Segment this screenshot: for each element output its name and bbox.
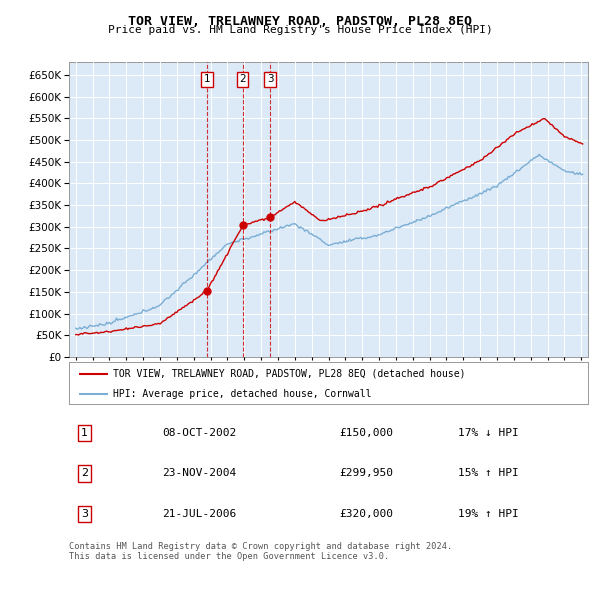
- Text: £150,000: £150,000: [339, 428, 393, 438]
- Text: 08-OCT-2002: 08-OCT-2002: [163, 428, 236, 438]
- Text: 3: 3: [267, 74, 274, 84]
- Text: £320,000: £320,000: [339, 509, 393, 519]
- Text: £299,950: £299,950: [339, 468, 393, 478]
- Text: HPI: Average price, detached house, Cornwall: HPI: Average price, detached house, Corn…: [113, 389, 371, 398]
- Text: 15% ↑ HPI: 15% ↑ HPI: [458, 468, 519, 478]
- Text: 1: 1: [203, 74, 210, 84]
- Text: TOR VIEW, TRELAWNEY ROAD, PADSTOW, PL28 8EQ: TOR VIEW, TRELAWNEY ROAD, PADSTOW, PL28 …: [128, 15, 472, 28]
- Text: 2: 2: [239, 74, 246, 84]
- Text: Price paid vs. HM Land Registry's House Price Index (HPI): Price paid vs. HM Land Registry's House …: [107, 25, 493, 35]
- Text: 19% ↑ HPI: 19% ↑ HPI: [458, 509, 519, 519]
- Text: Contains HM Land Registry data © Crown copyright and database right 2024.
This d: Contains HM Land Registry data © Crown c…: [69, 542, 452, 561]
- Text: 17% ↓ HPI: 17% ↓ HPI: [458, 428, 519, 438]
- Text: 3: 3: [81, 509, 88, 519]
- Text: 2: 2: [81, 468, 88, 478]
- Text: 1: 1: [81, 428, 88, 438]
- Text: 21-JUL-2006: 21-JUL-2006: [163, 509, 236, 519]
- Text: TOR VIEW, TRELAWNEY ROAD, PADSTOW, PL28 8EQ (detached house): TOR VIEW, TRELAWNEY ROAD, PADSTOW, PL28 …: [113, 369, 466, 379]
- Text: 23-NOV-2004: 23-NOV-2004: [163, 468, 236, 478]
